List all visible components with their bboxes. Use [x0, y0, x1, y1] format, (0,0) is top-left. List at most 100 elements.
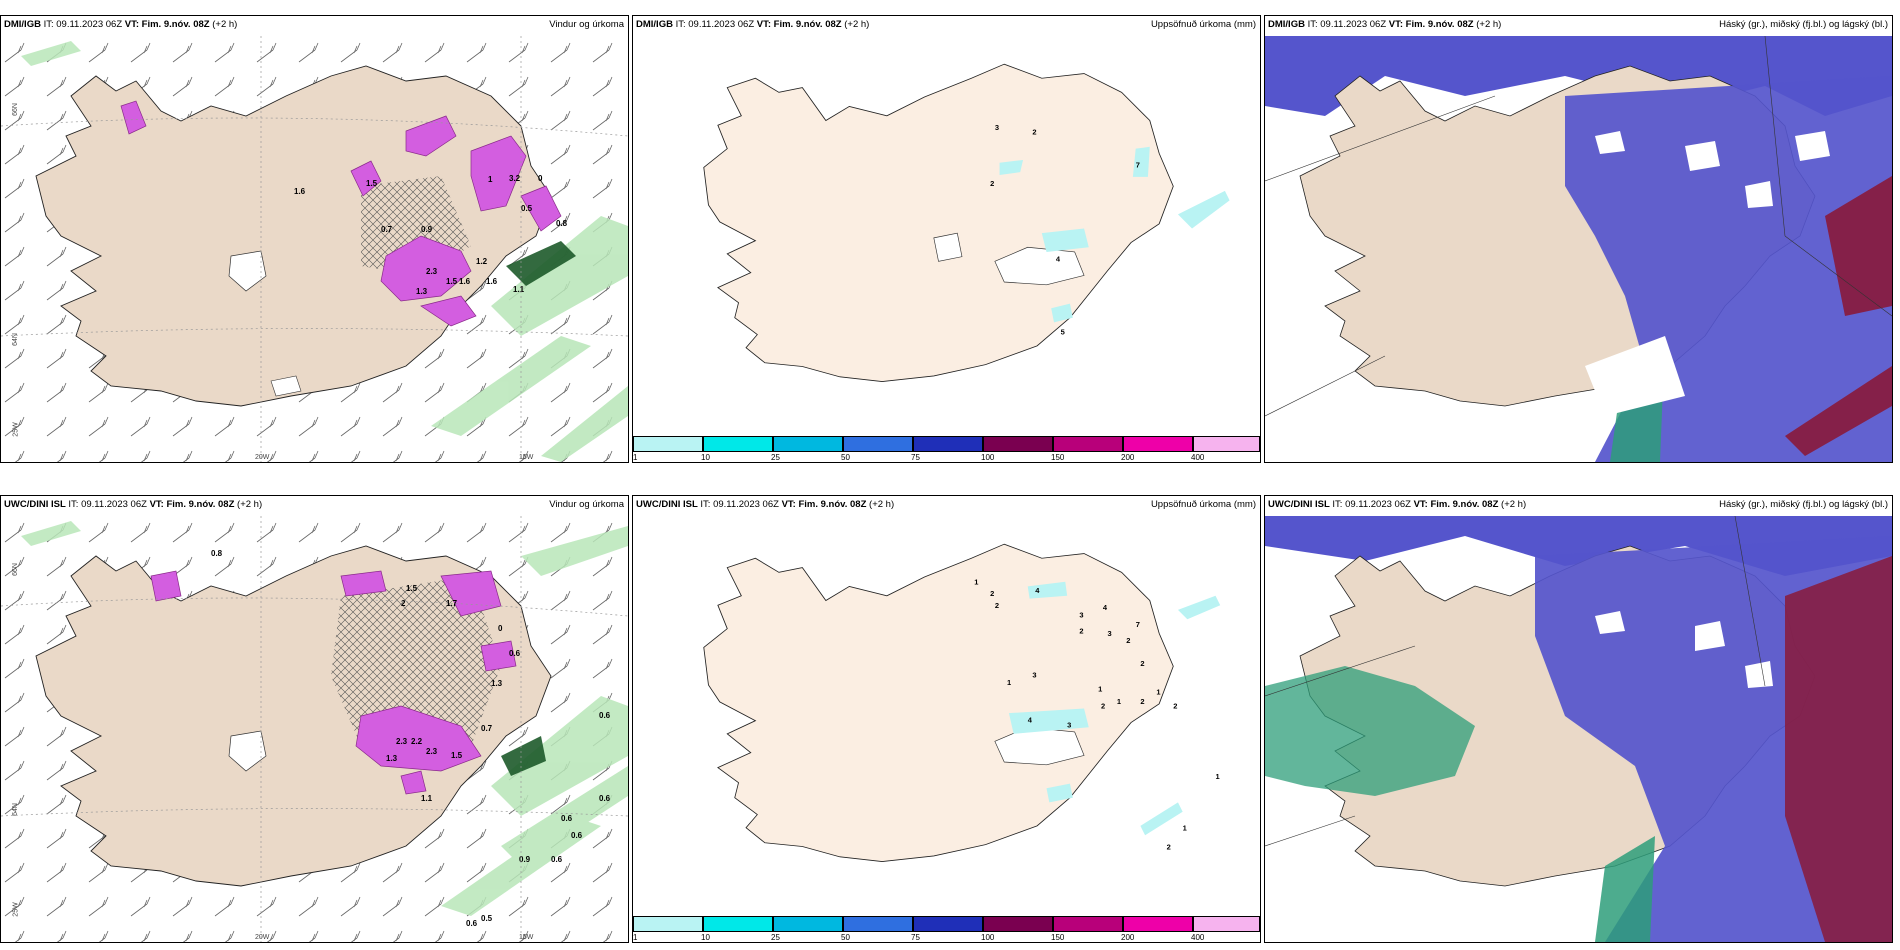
- precip-value: 1: [1098, 685, 1102, 694]
- lead-time: (+2 h): [1501, 499, 1527, 510]
- precip-value: 4: [1035, 586, 1040, 595]
- wind-value: 2: [401, 599, 406, 608]
- lead-time: (+2 h): [869, 499, 895, 510]
- vt-label: VT:: [124, 19, 140, 30]
- precip-value: 1: [1007, 678, 1011, 687]
- wind-value: 2.3: [396, 737, 408, 746]
- field-title: Háský (gr.), miðský (fj.bl.) og lágský (…: [1719, 19, 1888, 30]
- wind-value: 1.6: [459, 277, 471, 286]
- model-source: UWC/DINI ISL: [4, 499, 66, 510]
- wind-value: 0.6: [509, 649, 521, 658]
- precip-value: 1: [1183, 824, 1187, 833]
- wind-value: 0.6: [551, 855, 563, 864]
- model-source: UWC/DINI ISL: [1268, 499, 1330, 510]
- panel-dmi-precip: DMI/IGB IT: 09.11.2023 06Z VT: Fim. 9.nó…: [632, 15, 1261, 463]
- lat-label: 25W: [12, 902, 20, 917]
- wind-value: 0.6: [561, 814, 573, 823]
- wind-value: 0.7: [381, 225, 393, 234]
- colorbar-label: 100: [981, 453, 995, 462]
- colorbar-swatch: [703, 916, 773, 932]
- wind-value: 1.3: [491, 679, 503, 688]
- map-clouds: [1265, 516, 1892, 942]
- lead-time: (+2 h): [212, 19, 238, 30]
- valid-time: Fim. 9.nóv. 08Z: [141, 19, 210, 30]
- panel-title: DMI/IGB IT: 09.11.2023 06Z VT: Fim. 9.nó…: [1265, 16, 1892, 35]
- wind-value: 1.1: [513, 285, 525, 294]
- wind-value: 2.2: [411, 737, 423, 746]
- lon-label: 15W: [519, 934, 534, 941]
- precip-value: 3: [1032, 671, 1036, 680]
- wind-value: 2.3: [426, 747, 438, 756]
- wind-value: 1.1: [421, 794, 433, 803]
- wind-values-top: 1.6 1.3 1.5 2.3 1.6 1.6 1.2 0.5 0.8 1.5 …: [294, 174, 568, 296]
- panel-title: DMI/IGB IT: 09.11.2023 06Z VT: Fim. 9.nó…: [1, 16, 628, 35]
- colorbar-label: 200: [1121, 453, 1135, 462]
- precip-value: 1: [1156, 687, 1160, 696]
- wind-value: 1.3: [386, 754, 398, 763]
- panel-title: UWC/DINI ISL IT: 09.11.2023 06Z VT: Fim.…: [1, 496, 628, 515]
- colorbar-label: 75: [911, 453, 920, 462]
- init-time: 09.11.2023 06Z: [1320, 19, 1387, 30]
- precip-value: 1: [974, 578, 978, 587]
- colorbar-swatch: [703, 436, 773, 452]
- wind-value: 1: [488, 175, 493, 184]
- field-title: Vindur og úrkoma: [549, 499, 624, 510]
- precip-value: 3: [1079, 610, 1083, 619]
- precip-values-top: 3 2 2 7 4 5: [990, 123, 1140, 337]
- lead-time: (+2 h): [844, 19, 870, 30]
- colorbar-swatch: [773, 916, 843, 932]
- wind-value: 1.3: [416, 287, 428, 296]
- precip-value: 1: [1117, 697, 1121, 706]
- wind-value: 0.8: [211, 549, 223, 558]
- precip-value: 2: [1126, 636, 1130, 645]
- lon-label: 20W: [255, 934, 270, 941]
- init-time: 09.11.2023 06Z: [713, 499, 779, 510]
- model-source: DMI/IGB: [636, 19, 673, 30]
- colorbar-label: 400: [1191, 933, 1205, 942]
- it-label: IT:: [43, 19, 54, 30]
- precip-value: 3: [995, 123, 999, 132]
- wind-value: 0.5: [481, 914, 493, 923]
- colorbar-label: 10: [701, 453, 710, 462]
- wind-value: 3.2: [509, 174, 521, 183]
- precip-value: 2: [990, 179, 994, 188]
- colorbar-label: 1: [633, 933, 638, 942]
- init-time: 09.11.2023 06Z: [1345, 499, 1411, 510]
- colorbar-swatch: [1053, 916, 1123, 932]
- it-label: IT:: [1332, 499, 1343, 510]
- panel-title: UWC/DINI ISL IT: 09.11.2023 06Z VT: Fim.…: [1265, 496, 1892, 515]
- panel-title: DMI/IGB IT: 09.11.2023 06Z VT: Fim. 9.nó…: [633, 16, 1260, 35]
- colorbar-label: 100: [981, 933, 995, 942]
- vt-label: VT:: [756, 19, 772, 30]
- map-precip: 1 2 4 2 3 4 2 2 3 7 2 1 3 1 3 4 2 1 2 1 …: [703, 543, 1221, 862]
- lat-label: 66N: [11, 103, 19, 116]
- precip-value: 2: [1101, 701, 1105, 710]
- precip-value: 4: [1103, 603, 1108, 612]
- precip-value: 2: [990, 589, 994, 598]
- wind-value: 0: [538, 174, 543, 183]
- colorbar-swatch: [1053, 436, 1123, 452]
- valid-time: Fim. 9.nóv. 08Z: [773, 19, 842, 30]
- panel-uwc-clouds: UWC/DINI ISL IT: 09.11.2023 06Z VT: Fim.…: [1264, 495, 1893, 943]
- panel-dmi-wind: DMI/IGB IT: 09.11.2023 06Z VT: Fim. 9.nó…: [0, 15, 629, 463]
- wind-value: 0.7: [481, 724, 493, 733]
- colorbar-swatch: [633, 916, 703, 932]
- colorbar-swatch: [913, 916, 983, 932]
- wind-value: 0.5: [521, 204, 533, 213]
- init-time: 09.11.2023 06Z: [688, 19, 755, 30]
- vt-label: VT:: [149, 499, 164, 510]
- precip-value: 3: [1067, 720, 1071, 729]
- wind-value: 2.3: [426, 267, 438, 276]
- wind-value: 0.6: [599, 711, 611, 720]
- wind-value: 1.5: [406, 584, 418, 593]
- precip-value: 1: [1216, 772, 1220, 781]
- model-source: DMI/IGB: [4, 19, 41, 30]
- colorbar-label: 50: [841, 933, 850, 942]
- panel-dmi-clouds: DMI/IGB IT: 09.11.2023 06Z VT: Fim. 9.nó…: [1264, 15, 1893, 463]
- precip-colorbar: 1 10 25 50 75 100 150 200 400: [633, 916, 1260, 942]
- precip-values-bottom: 1 2 4 2 3 4 2 2 3 7 2 1 3 1 3 4 2 1 2 1 …: [974, 578, 1219, 852]
- wind-value: 0.8: [556, 219, 568, 228]
- colorbar-swatch: [633, 436, 703, 452]
- precip-colorbar: 1 10 25 50 75 100 150 200 400: [633, 436, 1260, 462]
- precip-value: 2: [995, 601, 999, 610]
